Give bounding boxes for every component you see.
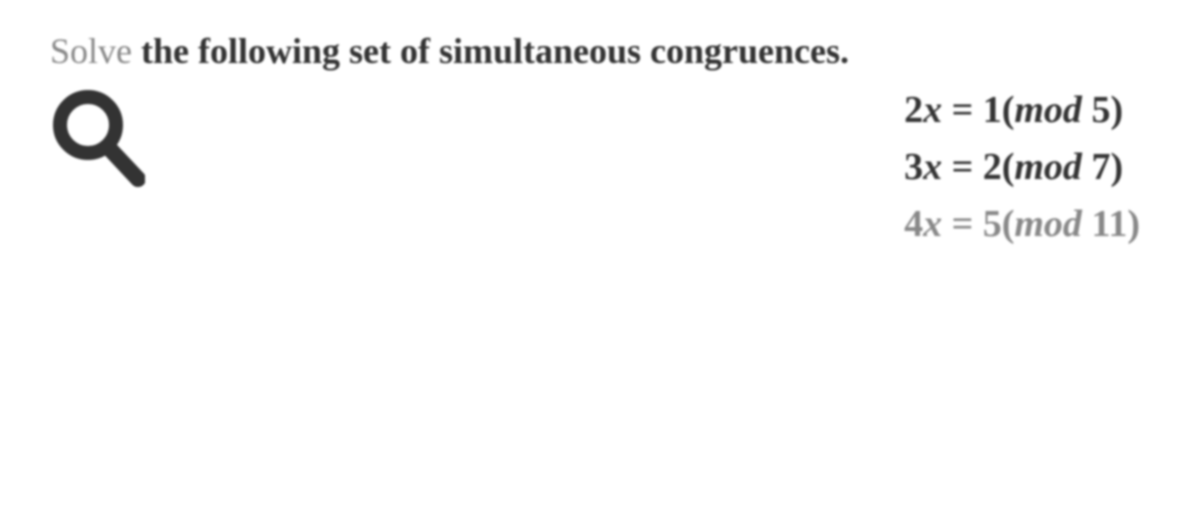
eq1-rhs: 1 <box>983 89 1002 131</box>
eq3-op: = <box>952 203 974 245</box>
eq2-rhs: 2 <box>983 146 1002 188</box>
equation-2: 3x = 2(mod 7) <box>904 139 1140 196</box>
row-after-title: 2x = 1(mod 5) 3x = 2(mod 7) 4x = 5(mod 1… <box>50 82 1150 253</box>
eq2-coeff: 3 <box>904 146 923 188</box>
eq3-var: x <box>923 203 942 245</box>
document-content: Solve the following set of simultaneous … <box>0 0 1200 283</box>
eq3-rhs: 5 <box>983 203 1002 245</box>
eq2-mod-label: mod <box>1014 146 1082 188</box>
problem-rest: the following set of simultaneous congru… <box>132 31 849 71</box>
equation-3: 4x = 5(mod 11) <box>904 196 1140 253</box>
problem-statement: Solve the following set of simultaneous … <box>50 30 1150 72</box>
eq3-coeff: 4 <box>904 203 923 245</box>
eq2-var: x <box>923 146 942 188</box>
eq3-mod-label: mod <box>1014 203 1082 245</box>
eq1-coeff: 2 <box>904 89 923 131</box>
solve-word: Solve <box>50 31 132 71</box>
eq1-modulus: 5 <box>1091 89 1110 131</box>
eq2-op: = <box>952 146 974 188</box>
eq3-modulus: 11 <box>1091 203 1127 245</box>
eq2-modulus: 7 <box>1091 146 1110 188</box>
equation-1: 2x = 1(mod 5) <box>904 82 1140 139</box>
magnifying-glass-icon <box>50 87 145 192</box>
eq1-var: x <box>923 89 942 131</box>
equations-block: 2x = 1(mod 5) 3x = 2(mod 7) 4x = 5(mod 1… <box>904 82 1140 253</box>
eq1-mod-label: mod <box>1014 89 1082 131</box>
eq1-op: = <box>952 89 974 131</box>
